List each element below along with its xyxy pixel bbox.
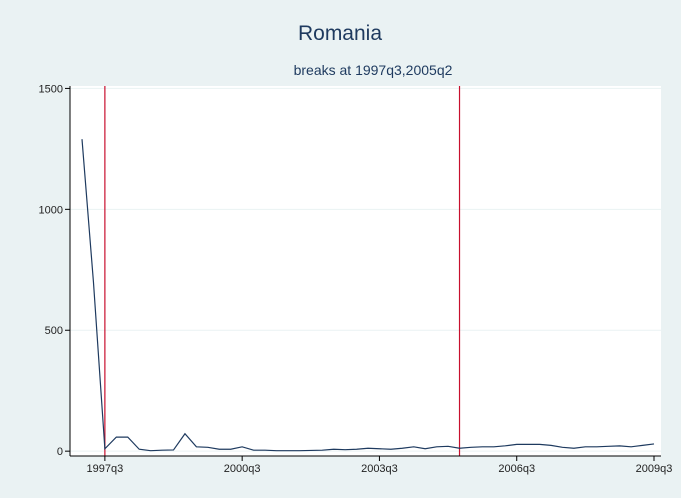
break-layer (104, 86, 461, 456)
series-line (81, 139, 655, 452)
y-tick-label: 0 (57, 446, 63, 458)
y-tick-label: 1500 (39, 83, 63, 95)
x-tick-label: 2000q3 (224, 463, 261, 475)
y-tick-label: 500 (45, 325, 63, 337)
plot-area (70, 86, 661, 456)
grid-layer (70, 87, 661, 452)
x-tick-label: 2006q3 (498, 463, 535, 475)
y-tick-label: 1000 (39, 204, 63, 216)
x-tick-label: 1997q3 (87, 463, 124, 475)
chart-subtitle: breaks at 1997q3,2005q2 (294, 62, 453, 78)
x-tick-label: 2009q3 (636, 463, 673, 475)
chart-title: Romania (298, 22, 382, 45)
x-tick-label: 2003q3 (361, 463, 398, 475)
axis-layer: 0 500 1000 1500 1997q3 2000q3 2003q3 2006q3 2009… (39, 83, 673, 475)
